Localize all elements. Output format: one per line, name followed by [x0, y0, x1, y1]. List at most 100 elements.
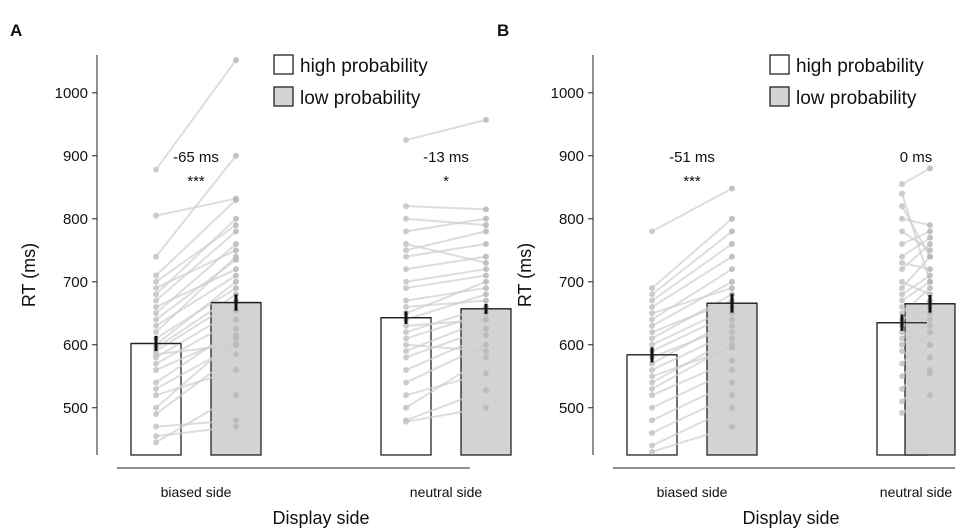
subject-point — [403, 417, 409, 424]
significance-stars: *** — [187, 173, 205, 190]
subject-line — [901, 217, 931, 227]
subject-line — [901, 236, 931, 258]
subject-point — [483, 285, 489, 292]
subject-point — [403, 379, 409, 386]
subject-point — [649, 297, 655, 304]
subject-point — [483, 370, 489, 377]
subject-point — [729, 329, 735, 336]
subject-line — [651, 394, 733, 434]
subject-line — [405, 274, 487, 290]
subject-point — [927, 228, 933, 235]
subject-point — [729, 344, 735, 351]
x-tick-label: biased side — [657, 484, 728, 500]
subject-point — [649, 392, 655, 399]
subject-point — [403, 297, 409, 304]
subject-point — [153, 310, 159, 317]
subject-point — [649, 322, 655, 329]
subject-point — [927, 316, 933, 323]
subject-line — [405, 389, 487, 422]
subject-point — [649, 404, 655, 411]
subject-line — [651, 187, 733, 233]
subject-point — [403, 240, 409, 247]
subject-line — [405, 293, 487, 321]
subject-line — [901, 280, 931, 302]
y-tick-label: 700 — [63, 274, 88, 291]
subject-point — [899, 240, 905, 247]
subject-point — [927, 354, 933, 361]
difference-label: -13 ms — [423, 149, 469, 166]
subject-line — [901, 331, 931, 346]
subject-point — [899, 360, 905, 367]
subject-point — [233, 332, 239, 339]
subject-line — [651, 280, 733, 327]
subject-line — [651, 287, 733, 315]
bar — [210, 301, 262, 456]
legend-label: high probability — [796, 56, 924, 77]
subject-point — [899, 297, 905, 304]
subject-point — [899, 303, 905, 310]
subject-point — [927, 329, 933, 336]
subject-line — [155, 353, 237, 415]
subject-point — [729, 316, 735, 323]
significance-stars: *** — [683, 173, 701, 190]
subject-line — [155, 224, 237, 283]
x-axis-title: Display side — [272, 508, 369, 528]
subject-line — [155, 197, 237, 217]
subject-line — [651, 381, 733, 422]
legend-swatch — [769, 86, 790, 107]
subject-point — [233, 417, 239, 424]
subject-point — [899, 335, 905, 342]
subject-line — [155, 343, 237, 390]
subject-line — [405, 343, 487, 384]
subject-line — [901, 331, 931, 365]
subject-line — [651, 359, 733, 397]
y-axis-title: RT (ms) — [515, 243, 535, 307]
subject-point — [649, 303, 655, 310]
subject-point — [233, 272, 239, 279]
subject-point — [153, 379, 159, 386]
subject-point — [483, 354, 489, 361]
subject-point — [927, 240, 933, 247]
subject-point — [153, 166, 159, 173]
subject-line — [155, 268, 237, 308]
subject-point — [483, 316, 489, 323]
subject-line — [651, 268, 733, 321]
subject-point — [233, 285, 239, 292]
y-tick-label: 1000 — [55, 85, 88, 102]
subject-point — [649, 417, 655, 424]
subject-point — [483, 206, 489, 213]
subject-point — [233, 351, 239, 358]
panel-letter: B — [497, 21, 509, 40]
subject-point — [153, 303, 159, 310]
subject-point — [233, 256, 239, 263]
subject-point — [403, 366, 409, 373]
subject-point — [233, 341, 239, 348]
subject-point — [483, 387, 489, 394]
subject-line — [651, 299, 733, 334]
subject-point — [649, 228, 655, 235]
subject-point — [153, 439, 159, 446]
subject-point — [729, 404, 735, 411]
subject-line — [405, 205, 487, 211]
subject-line — [405, 372, 487, 397]
subject-point — [649, 429, 655, 436]
subject-line — [651, 346, 733, 378]
subject-point — [153, 385, 159, 392]
subject-point — [899, 215, 905, 222]
subject-point — [483, 215, 489, 222]
subject-point — [729, 335, 735, 342]
legend-label: high probability — [300, 56, 428, 77]
subject-point — [649, 379, 655, 386]
subject-point — [649, 341, 655, 348]
subject-line — [405, 217, 487, 233]
subject-point — [899, 228, 905, 235]
subject-point — [927, 366, 933, 373]
subject-point — [153, 392, 159, 399]
legend-swatch — [273, 54, 294, 75]
subject-line — [155, 258, 237, 321]
subject-point — [233, 228, 239, 235]
subject-point — [153, 272, 159, 279]
subject-line — [155, 287, 237, 340]
significance-stars: * — [443, 173, 449, 190]
